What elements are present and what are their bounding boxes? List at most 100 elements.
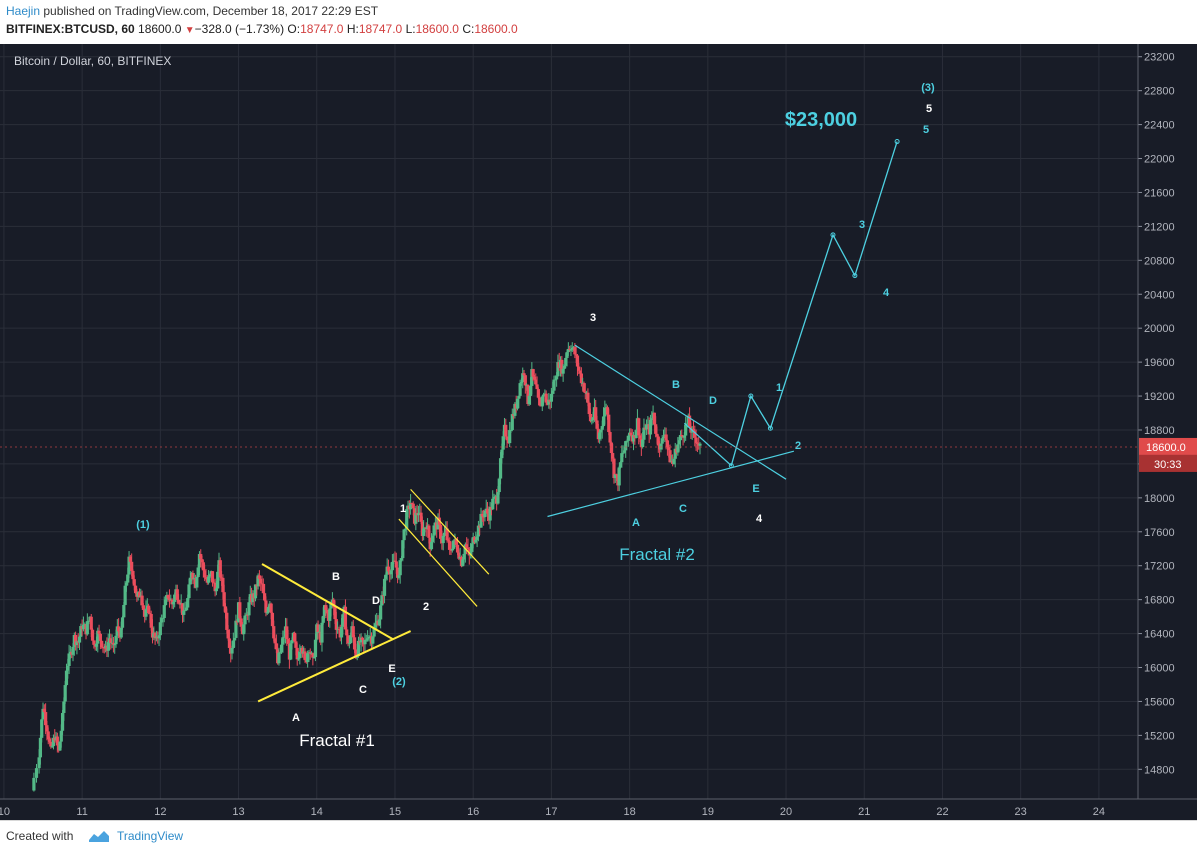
candle-body	[85, 621, 89, 635]
candle-body	[354, 649, 358, 658]
x-tick-label: 24	[1093, 806, 1105, 818]
candle-body	[665, 440, 670, 448]
candle-body	[553, 379, 557, 381]
wave-label: E	[388, 663, 395, 675]
candle-body	[638, 435, 642, 439]
candle-body	[618, 462, 623, 468]
candle-body	[282, 636, 286, 638]
candle-body	[130, 561, 134, 571]
wave-label: D	[709, 395, 717, 407]
candle-body	[372, 627, 376, 637]
y-tick-label: 16800	[1144, 595, 1175, 607]
y-tick-label: 17600	[1144, 527, 1175, 539]
candle-body	[328, 608, 332, 621]
candle-body	[339, 626, 344, 638]
candle-body	[321, 615, 325, 623]
y-tick-label: 20000	[1144, 323, 1175, 335]
candle-body	[261, 583, 265, 594]
candle-body	[450, 548, 454, 551]
candle-body	[607, 414, 611, 433]
candle-body	[325, 610, 329, 613]
candle-body	[349, 635, 353, 644]
candle-body	[322, 605, 327, 616]
candle-body	[386, 566, 391, 572]
candle-body	[59, 730, 63, 742]
candle-body	[568, 348, 572, 350]
wave-label: 4	[756, 513, 763, 525]
candle-body	[491, 498, 495, 510]
candle-body	[685, 423, 689, 425]
countdown-tag	[1139, 454, 1197, 472]
x-tick-label: 16	[467, 806, 479, 818]
x-tick-label: 12	[154, 806, 166, 818]
candle-body	[575, 355, 580, 367]
candle-body	[243, 615, 247, 625]
candle-body	[517, 395, 521, 399]
candle-body	[296, 658, 301, 660]
candle-body	[402, 529, 406, 541]
tradingview-logo-icon[interactable]	[88, 828, 110, 844]
author-link[interactable]: Haejin	[6, 4, 41, 18]
candle-body	[67, 653, 71, 666]
candle-body	[306, 653, 310, 663]
high-value: 18747.0	[358, 22, 403, 36]
candle-body	[47, 739, 52, 742]
wave-pivot-marker	[767, 425, 773, 431]
candle-body	[196, 567, 200, 578]
candle-body	[393, 560, 397, 562]
candle-body	[75, 641, 79, 646]
chart-header: Haejin published on TradingView.com, Dec…	[0, 0, 1197, 44]
candle-body	[44, 712, 48, 726]
y-tick-label: 21200	[1144, 221, 1175, 233]
candle-body	[603, 407, 607, 417]
y-tick-label: 23200	[1144, 52, 1175, 64]
wave-label: D	[372, 595, 380, 607]
y-tick-label: 15200	[1144, 730, 1175, 742]
candle-body	[225, 612, 229, 630]
candle-body	[191, 572, 195, 580]
candle-body	[626, 435, 630, 441]
candle-body	[405, 509, 409, 529]
candle-body	[522, 373, 526, 376]
last-price-tag	[1139, 437, 1197, 455]
candle-body	[439, 524, 443, 539]
x-tick-label: 15	[389, 806, 401, 818]
footer: Created with TradingView	[0, 820, 1197, 854]
candle-body	[352, 637, 357, 650]
candle-body	[474, 539, 478, 543]
candle-body	[289, 643, 293, 660]
candle-body	[617, 467, 621, 486]
price-chart[interactable]: 14800 15200 15600 16000 16400 16800 17200 17600…	[0, 44, 1197, 820]
candle-body	[227, 638, 232, 648]
candle-body	[399, 558, 404, 561]
candle-body	[147, 605, 151, 614]
candle-body	[587, 402, 591, 414]
wave-label: 1	[776, 382, 782, 394]
candle-body	[682, 435, 686, 438]
candle-body	[538, 397, 542, 406]
candle-body	[441, 535, 445, 544]
candle-body	[601, 416, 606, 427]
candle-body	[476, 525, 481, 537]
candle-body	[324, 605, 328, 611]
candle-body	[637, 418, 641, 436]
candle-body	[371, 636, 375, 644]
wave-label: (3)	[921, 82, 935, 94]
candle-body	[678, 435, 683, 441]
candle-body	[293, 632, 297, 642]
wave-pivot-marker	[852, 273, 858, 279]
candle-body	[382, 578, 387, 596]
candle-body	[552, 379, 556, 391]
candle-body	[149, 613, 153, 628]
wave-label: 3	[590, 312, 596, 324]
wave-label: 5	[923, 124, 929, 136]
candle-body	[442, 532, 447, 536]
open-label: O:	[287, 22, 301, 36]
candle-body	[598, 432, 602, 440]
candle-body	[127, 556, 131, 575]
flag-upper-line	[410, 488, 490, 575]
tradingview-link[interactable]: TradingView	[117, 829, 184, 843]
candle-body	[642, 427, 646, 440]
candle-body	[403, 528, 408, 530]
candle-body	[534, 379, 538, 385]
